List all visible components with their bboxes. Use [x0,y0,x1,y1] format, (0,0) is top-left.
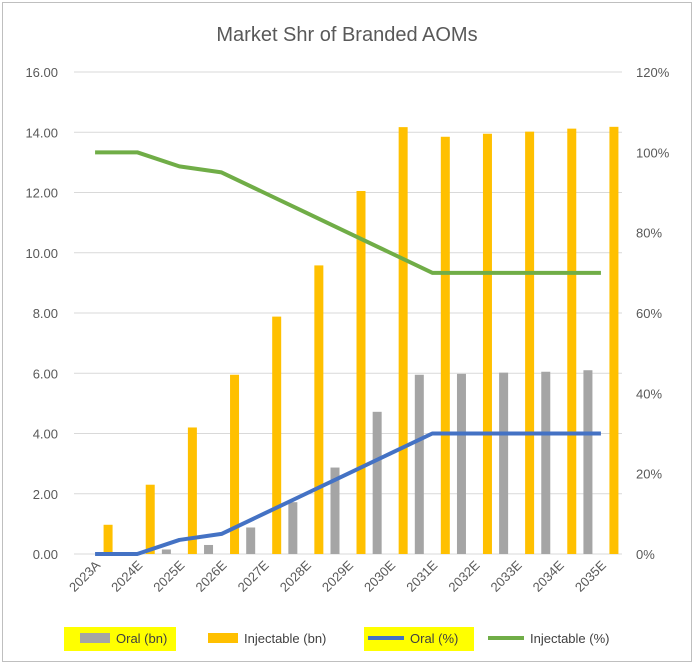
right-tick-label: 60% [636,306,662,321]
x-axis-labels: 2023A 2024E 2025E 2026E 2027E 2028E 2029E 2030E… [66,557,609,594]
x-tick-label: 2025E [150,557,187,594]
oral-bar [583,370,593,554]
injectable-bar [230,374,240,554]
injectable-bar [187,427,197,554]
legend-swatch [208,633,238,643]
left-axis-ticks: 0.00 2.00 4.00 6.00 8.00 10.00 12.00 14.00 16.00 [25,65,58,562]
x-tick-label: 2034E [530,557,567,594]
oral-pct-line [95,431,601,556]
x-tick-label: 2028E [277,557,314,594]
legend-label: Injectable (%) [530,631,609,646]
injectable-bar [482,133,492,554]
oral-bar [161,549,171,554]
oral-bar [246,527,256,554]
injectable-bar [272,316,282,554]
left-tick-label: 6.00 [33,366,58,381]
injectable-bar [145,484,155,554]
oral-bar [541,371,551,554]
left-tick-label: 12.00 [25,186,58,201]
injectable-bar [567,128,577,554]
right-tick-label: 20% [636,467,662,482]
oral-bar [288,502,298,554]
injectable-bar [440,136,450,555]
left-tick-label: 2.00 [33,487,58,502]
x-tick-label: 2029E [319,557,356,594]
oral-bar [372,411,382,554]
injectable-pct-line [95,150,601,275]
oral-bar [204,544,214,554]
injectable-bar [356,190,366,554]
left-tick-label: 8.00 [33,306,58,321]
x-tick-label: 2031E [403,557,440,594]
legend-label: Injectable (bn) [244,631,326,646]
x-tick-label: 2024E [108,557,145,594]
injectable-bar [103,524,113,554]
x-tick-label: 2027E [235,557,272,594]
lines-group [95,150,601,556]
left-tick-label: 10.00 [25,246,58,261]
injectable-bar [314,265,324,554]
gridlines [74,71,622,555]
injectable-bar [398,127,408,554]
legend-label: Oral (bn) [116,631,167,646]
left-tick-label: 16.00 [25,65,58,80]
x-tick-label: 2026E [192,557,229,594]
right-tick-label: 100% [636,145,670,160]
injectable-bar [609,126,619,554]
right-tick-label: 0% [636,547,655,562]
right-tick-label: 120% [636,65,670,80]
left-tick-label: 14.00 [25,125,58,140]
x-tick-label: 2030E [361,557,398,594]
legend-label: Oral (%) [410,631,458,646]
right-tick-label: 40% [636,386,662,401]
x-tick-label: 2035E [572,557,609,594]
left-tick-label: 0.00 [33,547,58,562]
chart-title: Market Shr of Branded AOMs [216,24,477,46]
oral-bar [499,372,509,554]
right-axis-ticks: 0% 20% 40% 60% 80% 100% 120% [636,65,670,562]
oral-bar [414,374,424,554]
oral-bar [456,373,466,554]
bars-group [103,126,619,555]
legend-swatch [80,633,110,643]
injectable-bar [525,131,535,554]
x-tick-label: 2023A [66,557,103,594]
right-tick-label: 80% [636,226,662,241]
left-tick-label: 4.00 [33,427,58,442]
oral-bar [330,467,340,554]
x-tick-label: 2032E [445,557,482,594]
legend: Oral (bn) Injectable (bn) Oral (%) Injectab… [64,627,609,651]
x-tick-label: 2033E [488,557,525,594]
